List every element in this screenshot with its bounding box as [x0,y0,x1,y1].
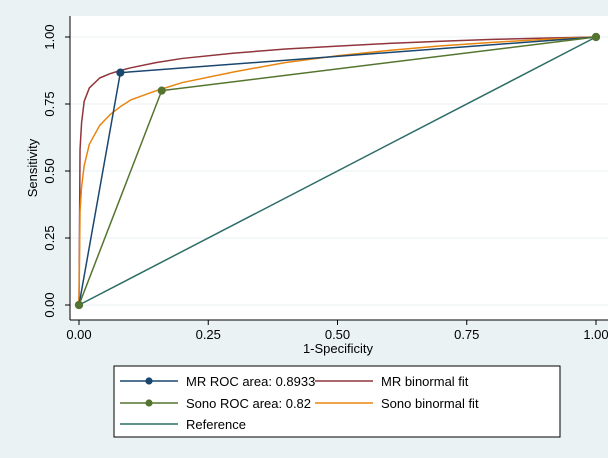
sono-roc-area-0-82-point [157,86,166,95]
tick-labels: 0.00 0.25 0.50 0.75 1.00 0.00 0.25 0.50 0.75 1.00 [42,24,608,342]
y-tick-label: 1.00 [42,24,57,49]
y-tick-label: 0.25 [42,225,57,250]
x-axis-label: 1-Specificity [303,341,374,356]
mr-roc-area-0-8933-point [116,68,125,77]
legend: MR ROC area: 0.8933 MR binormal fit Sono R… [113,365,561,438]
y-tick-label: 0.00 [42,292,57,317]
x-tick-label: 0.00 [66,327,91,342]
legend-label: MR binormal fit [381,374,469,389]
sono-roc-area-0-82-point [74,300,84,310]
y-tick-label: 0.75 [42,91,57,116]
series-group [74,32,601,310]
legend-label: Sono binormal fit [381,396,479,411]
sono-binormal-fit-line [78,36,597,306]
x-tick-label: 0.75 [454,327,479,342]
legend-label: Sono ROC area: 0.82 [186,396,311,411]
legend-marker [145,399,153,407]
x-tick-label: 0.25 [196,327,221,342]
axes [65,16,608,325]
legend-label: MR ROC area: 0.8933 [186,374,315,389]
legend-marker [145,377,153,385]
x-tick-label: 1.00 [583,327,608,342]
y-axis-label: Sensitivity [25,138,40,197]
mr-binormal-fit-line [78,36,597,306]
y-tick-label: 0.50 [42,158,57,183]
legend-label: Reference [186,417,246,432]
reference-line [78,36,597,306]
plot-area [70,16,608,320]
x-tick-label: 0.50 [325,327,350,342]
sono-roc-area-0-82-point [591,32,601,42]
legend-box [113,365,561,438]
